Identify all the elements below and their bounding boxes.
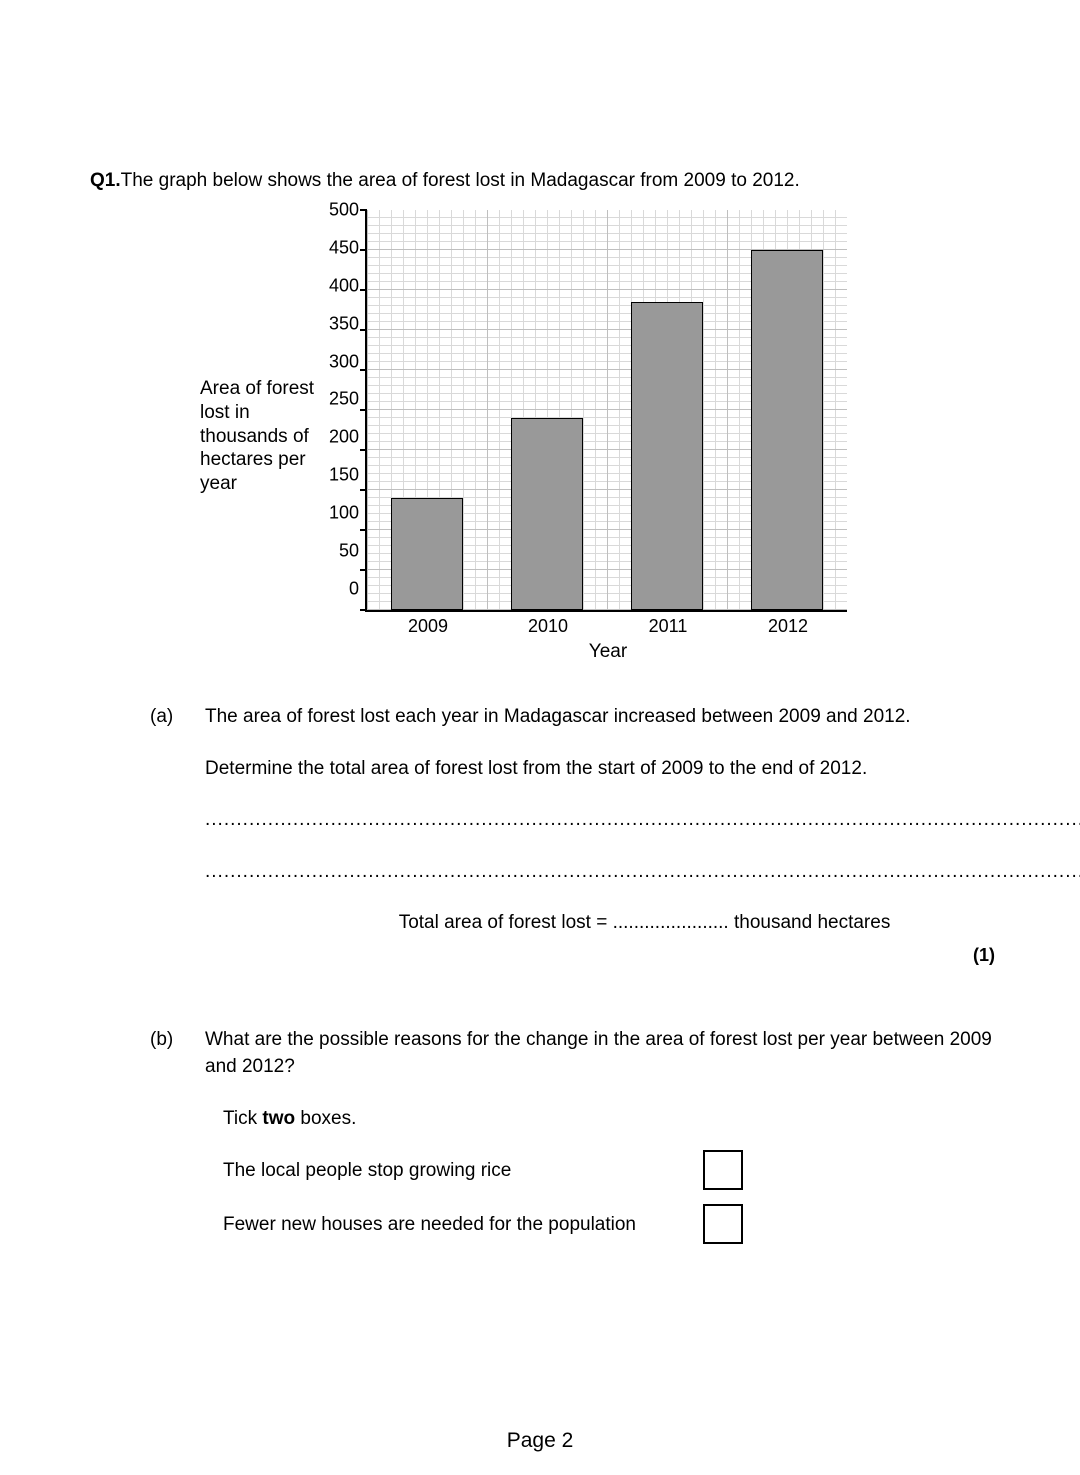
- x-tick-label: 2010: [488, 616, 608, 637]
- bar: [751, 250, 823, 610]
- answer-blank[interactable]: ......................: [613, 912, 729, 933]
- y-tick-label: 300: [329, 351, 359, 372]
- bar: [631, 302, 703, 610]
- bar: [511, 418, 583, 610]
- bars-container: [367, 210, 847, 610]
- y-tick-mark: [360, 289, 367, 291]
- tick-instruction: Tick two boxes.: [223, 1105, 995, 1133]
- answer-dotted-line[interactable]: ........................................…: [205, 806, 1080, 834]
- option-row: The local people stop growing rice: [223, 1150, 743, 1190]
- chart-column: 500450400350300250200150100500 200920102…: [328, 210, 848, 663]
- option-text: The local people stop growing rice: [223, 1157, 703, 1185]
- y-tick-mark: [360, 569, 367, 571]
- part-a-line1: The area of forest lost each year in Mad…: [205, 703, 1080, 731]
- y-tick-mark: [360, 609, 367, 611]
- y-tick-label: 450: [329, 237, 359, 258]
- tick-bold: two: [262, 1108, 295, 1129]
- part-b-question: What are the possible reasons for the ch…: [205, 1026, 995, 1081]
- y-tick-mark: [360, 329, 367, 331]
- part-b-body: What are the possible reasons for the ch…: [205, 1026, 995, 1259]
- y-tick-label: 50: [329, 541, 359, 562]
- options-list: The local people stop growing rice Fewer …: [205, 1150, 995, 1244]
- y-tick-mark: [360, 409, 367, 411]
- part-a-body: The area of forest lost each year in Mad…: [205, 703, 1080, 937]
- part-a-label: (a): [90, 703, 205, 937]
- part-a-line2: Determine the total area of forest lost …: [205, 755, 1080, 783]
- checkbox[interactable]: [703, 1150, 743, 1190]
- y-tick-mark: [360, 249, 367, 251]
- page: Q1.The graph below shows the area of for…: [0, 0, 1080, 1475]
- question-text: The graph below shows the area of forest…: [121, 170, 800, 191]
- answer-suffix: thousand hectares: [729, 912, 891, 933]
- x-tick-label: 2011: [608, 616, 728, 637]
- part-a-marks: (1): [90, 945, 995, 966]
- bar-slot: [367, 498, 487, 610]
- y-tick-label: 200: [329, 427, 359, 448]
- part-b-label: (b): [90, 1026, 205, 1259]
- answer-dotted-line[interactable]: ........................................…: [205, 858, 1080, 886]
- plot-row: 500450400350300250200150100500: [329, 210, 847, 612]
- tick-prefix: Tick: [223, 1108, 262, 1129]
- answer-prefix: Total area of forest lost =: [399, 912, 613, 933]
- x-tick-label: 2012: [728, 616, 848, 637]
- y-tick-label: 250: [329, 389, 359, 410]
- question-heading: Q1.The graph below shows the area of for…: [90, 170, 995, 192]
- y-tick-mark: [360, 529, 367, 531]
- option-row: Fewer new houses are needed for the popu…: [223, 1204, 743, 1244]
- option-text: Fewer new houses are needed for the popu…: [223, 1211, 703, 1239]
- plot-area: [365, 210, 847, 612]
- x-tick-label: 2009: [368, 616, 488, 637]
- part-a: (a) The area of forest lost each year in…: [90, 703, 995, 937]
- y-tick-label: 350: [329, 313, 359, 334]
- bar-slot: [607, 302, 727, 610]
- bar-slot: [727, 250, 847, 610]
- y-tick-label: 150: [329, 465, 359, 486]
- x-axis-ticks: 2009201020112012: [368, 616, 848, 637]
- question-number: Q1.: [90, 170, 121, 191]
- bar-slot: [487, 418, 607, 610]
- answer-summary-line: Total area of forest lost = ............…: [205, 909, 1080, 937]
- y-tick-mark: [360, 489, 367, 491]
- y-tick-label: 0: [329, 578, 359, 599]
- part-b: (b) What are the possible reasons for th…: [90, 1026, 995, 1259]
- y-tick-mark: [360, 449, 367, 451]
- y-axis-ticks: 500450400350300250200150100500: [329, 210, 359, 610]
- page-number: Page 2: [0, 1429, 1080, 1453]
- y-tick-mark: [360, 369, 367, 371]
- y-tick-label: 400: [329, 275, 359, 296]
- x-axis-label: Year: [368, 641, 848, 663]
- y-tick-mark: [360, 209, 367, 211]
- y-tick-label: 100: [329, 503, 359, 524]
- forest-loss-chart: Area of forest lost in thousands of hect…: [200, 210, 995, 663]
- checkbox[interactable]: [703, 1204, 743, 1244]
- tick-suffix: boxes.: [295, 1108, 356, 1129]
- y-axis-label: Area of forest lost in thousands of hect…: [200, 377, 320, 496]
- y-tick-label: 500: [329, 200, 359, 221]
- bar: [391, 498, 463, 610]
